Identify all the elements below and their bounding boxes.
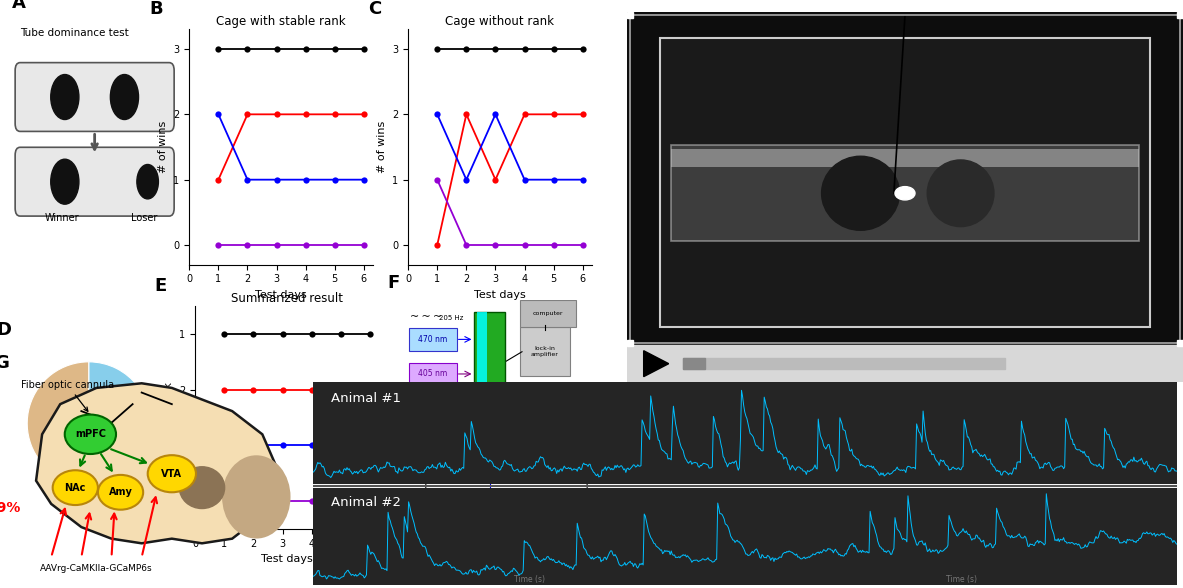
Text: 205 Hz: 205 Hz bbox=[439, 315, 464, 320]
Circle shape bbox=[896, 186, 914, 200]
Ellipse shape bbox=[180, 467, 225, 509]
Polygon shape bbox=[35, 383, 277, 543]
Text: D: D bbox=[0, 321, 12, 339]
Circle shape bbox=[522, 492, 543, 516]
X-axis label: Test days: Test days bbox=[474, 290, 525, 300]
Text: 59%: 59% bbox=[0, 501, 21, 515]
Bar bbox=[660, 38, 1150, 327]
Text: NAc: NAc bbox=[65, 483, 86, 493]
Text: ~ ~ ~: ~ ~ ~ bbox=[411, 312, 442, 322]
Circle shape bbox=[51, 75, 79, 119]
Circle shape bbox=[51, 159, 79, 204]
Text: Tube dominance test: Tube dominance test bbox=[20, 28, 129, 38]
FancyBboxPatch shape bbox=[474, 411, 505, 460]
Circle shape bbox=[65, 415, 116, 454]
Text: ►: ► bbox=[1055, 359, 1062, 369]
FancyBboxPatch shape bbox=[426, 482, 587, 526]
Bar bbox=[683, 358, 705, 369]
Text: F: F bbox=[387, 275, 400, 292]
Circle shape bbox=[470, 492, 491, 516]
Text: C: C bbox=[368, 0, 381, 18]
Text: Winner: Winner bbox=[44, 213, 79, 223]
Text: G: G bbox=[0, 354, 8, 372]
Circle shape bbox=[53, 470, 98, 505]
X-axis label: Test days: Test days bbox=[256, 290, 306, 300]
Bar bbox=[672, 149, 1138, 168]
Ellipse shape bbox=[821, 156, 899, 230]
Title: Cage without rank: Cage without rank bbox=[445, 15, 555, 28]
Text: Time (s): Time (s) bbox=[945, 575, 977, 584]
Text: E: E bbox=[155, 276, 167, 295]
Text: 405 nm: 405 nm bbox=[419, 369, 447, 379]
Bar bbox=[313, 382, 1177, 483]
Bar bbox=[672, 145, 1138, 242]
Text: VTA: VTA bbox=[161, 469, 182, 479]
Text: A: A bbox=[12, 0, 26, 12]
Title: Summarized result: Summarized result bbox=[231, 292, 343, 305]
Circle shape bbox=[110, 75, 138, 119]
Text: AAVrg-CaMKIIa-GCaMP6s: AAVrg-CaMKIIa-GCaMP6s bbox=[40, 564, 153, 573]
Text: lock-in
amplifier: lock-in amplifier bbox=[531, 346, 558, 357]
Text: Animal #1: Animal #1 bbox=[331, 392, 401, 405]
Text: No rank
(18/44): No rank (18/44) bbox=[102, 405, 143, 426]
Text: ◄◄: ◄◄ bbox=[1022, 359, 1036, 369]
Bar bbox=[683, 358, 1006, 369]
Circle shape bbox=[137, 165, 159, 199]
FancyBboxPatch shape bbox=[519, 300, 576, 327]
FancyBboxPatch shape bbox=[409, 363, 457, 385]
Text: 🔊: 🔊 bbox=[1150, 359, 1156, 369]
FancyBboxPatch shape bbox=[15, 147, 174, 216]
FancyBboxPatch shape bbox=[474, 312, 505, 411]
FancyBboxPatch shape bbox=[409, 328, 457, 350]
X-axis label: Test days: Test days bbox=[261, 554, 312, 564]
Text: 410 Hz: 410 Hz bbox=[439, 393, 464, 400]
Polygon shape bbox=[644, 350, 668, 377]
Text: Fiber optic cannula: Fiber optic cannula bbox=[21, 380, 114, 411]
Circle shape bbox=[148, 455, 196, 492]
Wedge shape bbox=[27, 362, 89, 475]
Text: B: B bbox=[149, 0, 162, 18]
Text: Loser: Loser bbox=[131, 213, 157, 223]
FancyBboxPatch shape bbox=[519, 327, 570, 376]
Y-axis label: # of wins: # of wins bbox=[376, 121, 387, 173]
Ellipse shape bbox=[224, 456, 290, 537]
Text: Amy: Amy bbox=[109, 487, 132, 497]
Text: 00:05.19: 00:05.19 bbox=[1078, 359, 1118, 368]
Y-axis label: # of wins: # of wins bbox=[157, 121, 168, 173]
Text: dF/F: dF/F bbox=[293, 472, 303, 496]
Text: Time (s): Time (s) bbox=[513, 575, 545, 584]
Ellipse shape bbox=[927, 160, 994, 226]
FancyBboxPatch shape bbox=[478, 312, 487, 411]
Text: Animal #2: Animal #2 bbox=[331, 496, 401, 509]
Text: mPFC: mPFC bbox=[75, 429, 106, 439]
Bar bbox=[627, 345, 1183, 382]
Text: ~ ~ ~: ~ ~ ~ bbox=[411, 390, 442, 400]
Text: Fiber photometry: Fiber photometry bbox=[470, 415, 554, 425]
Wedge shape bbox=[56, 362, 150, 485]
Text: computer: computer bbox=[532, 311, 563, 316]
Bar bbox=[313, 487, 1177, 585]
Title: Cage with stable rank: Cage with stable rank bbox=[216, 15, 345, 28]
Circle shape bbox=[98, 475, 143, 510]
FancyBboxPatch shape bbox=[15, 62, 174, 132]
Y-axis label: Tube test rank: Tube test rank bbox=[163, 383, 174, 452]
Text: 470 nm: 470 nm bbox=[419, 335, 447, 344]
Bar bbox=[629, 15, 1181, 343]
